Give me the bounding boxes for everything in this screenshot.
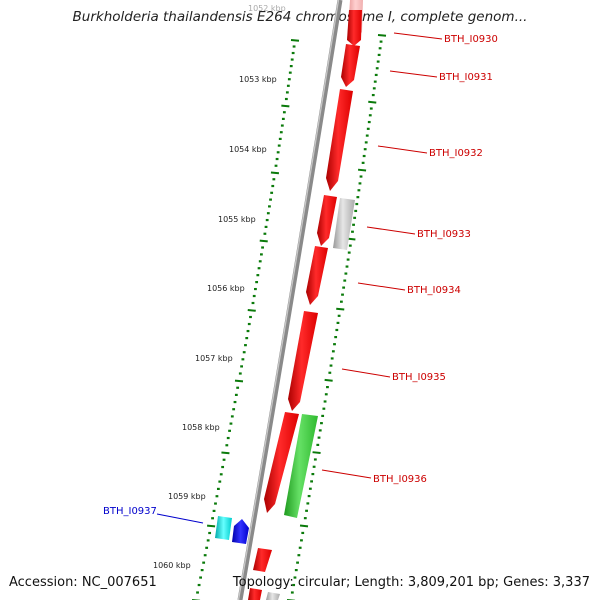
accession-label: Accession: NC_007651 xyxy=(9,575,157,590)
ruler-left-major-tick xyxy=(290,39,300,42)
kbp-label-1058: 1058 kbp xyxy=(182,423,220,432)
gene-bottom-gray[interactable] xyxy=(266,592,280,600)
gene-after-BTH_I0936[interactable] xyxy=(253,548,272,572)
ruler-right-major-tick xyxy=(312,451,321,454)
kbp-label-1060: 1060 kbp xyxy=(153,561,191,570)
gene-label-BTH_I0935[interactable]: BTH_I0935 xyxy=(392,372,446,383)
gene-BTH_I0936-highlight[interactable] xyxy=(284,414,318,518)
gene-BTH_I0933-partner[interactable] xyxy=(333,198,355,250)
gene-BTH_I0932[interactable] xyxy=(326,89,353,191)
gene-label-BTH_I0936[interactable]: BTH_I0936 xyxy=(373,474,427,485)
gene-BTH_I0937[interactable] xyxy=(215,516,232,540)
gene-label-BTH_I0932[interactable]: BTH_I0932 xyxy=(429,148,483,159)
leader-BTH_I0932 xyxy=(377,145,428,154)
gene-BTH_I0934[interactable] xyxy=(306,246,328,305)
gene-bottom-red[interactable] xyxy=(248,588,262,600)
gene-label-BTH_I0933[interactable]: BTH_I0933 xyxy=(417,229,471,240)
kbp-label-1057: 1057 kbp xyxy=(195,354,233,363)
kbp-label-1055: 1055 kbp xyxy=(218,215,256,224)
topology-label: Topology: circular; Length: 3,809,201 bp… xyxy=(232,575,590,590)
ruler-left-major-tick xyxy=(281,104,290,108)
ruler-left-major-tick xyxy=(270,171,280,175)
ruler-left-major-tick xyxy=(259,239,268,243)
ruler-right-major-tick xyxy=(368,100,377,104)
kbp-label-1054: 1054 kbp xyxy=(229,145,267,154)
genome-backbone xyxy=(237,0,343,600)
genome-backbone-highlight xyxy=(237,0,340,600)
leader-BTH_I0933 xyxy=(366,226,416,235)
ruler-right-major-tick xyxy=(336,307,345,311)
gene-BTH_I0930-segment[interactable] xyxy=(347,10,362,46)
ruler-right-major-tick xyxy=(324,378,333,382)
gene-BTH_I0933[interactable] xyxy=(317,195,337,246)
kbp-label-1056: 1056 kbp xyxy=(207,284,245,293)
map-title: Burkholderia thailandensis E264 chromoso… xyxy=(72,9,528,25)
kbp-label-1053: 1053 kbp xyxy=(239,75,277,84)
ruler-left-track xyxy=(192,39,300,600)
gene-label-BTH_I0937[interactable]: BTH_I0937 xyxy=(103,506,157,517)
ruler-left-major-tick xyxy=(234,379,244,383)
gene-BTH_I0931[interactable] xyxy=(341,44,360,87)
ruler-right-major-tick xyxy=(357,168,367,172)
ruler-left-major-tick xyxy=(247,309,256,312)
gene-label-BTH_I0930[interactable]: BTH_I0930 xyxy=(444,34,498,45)
leader-BTH_I0937 xyxy=(156,513,204,524)
kbp-label-1059: 1059 kbp xyxy=(168,492,206,501)
ruler-right-track xyxy=(287,34,387,600)
gene-label-BTH_I0934[interactable]: BTH_I0934 xyxy=(407,285,461,296)
gene-BTH_I0935[interactable] xyxy=(288,311,318,411)
gene-label-BTH_I0931[interactable]: BTH_I0931 xyxy=(439,72,493,83)
leader-BTH_I0936 xyxy=(321,469,372,479)
kbp-label-1052: 1052 kbp xyxy=(248,4,286,13)
ruler-left-major-tick xyxy=(221,451,230,455)
ruler-left-major-tick xyxy=(207,524,216,528)
leader-BTH_I0935 xyxy=(341,368,391,378)
leader-BTH_I0930 xyxy=(393,32,443,40)
gene-BTH_I0936[interactable] xyxy=(264,412,299,513)
ruler-right-major-tick xyxy=(377,34,387,37)
leader-BTH_I0934 xyxy=(357,282,406,291)
leader-BTH_I0931 xyxy=(389,70,438,78)
gene-BTH_I0937-neighbor[interactable] xyxy=(232,519,249,544)
ruler-right-major-tick xyxy=(299,524,309,528)
